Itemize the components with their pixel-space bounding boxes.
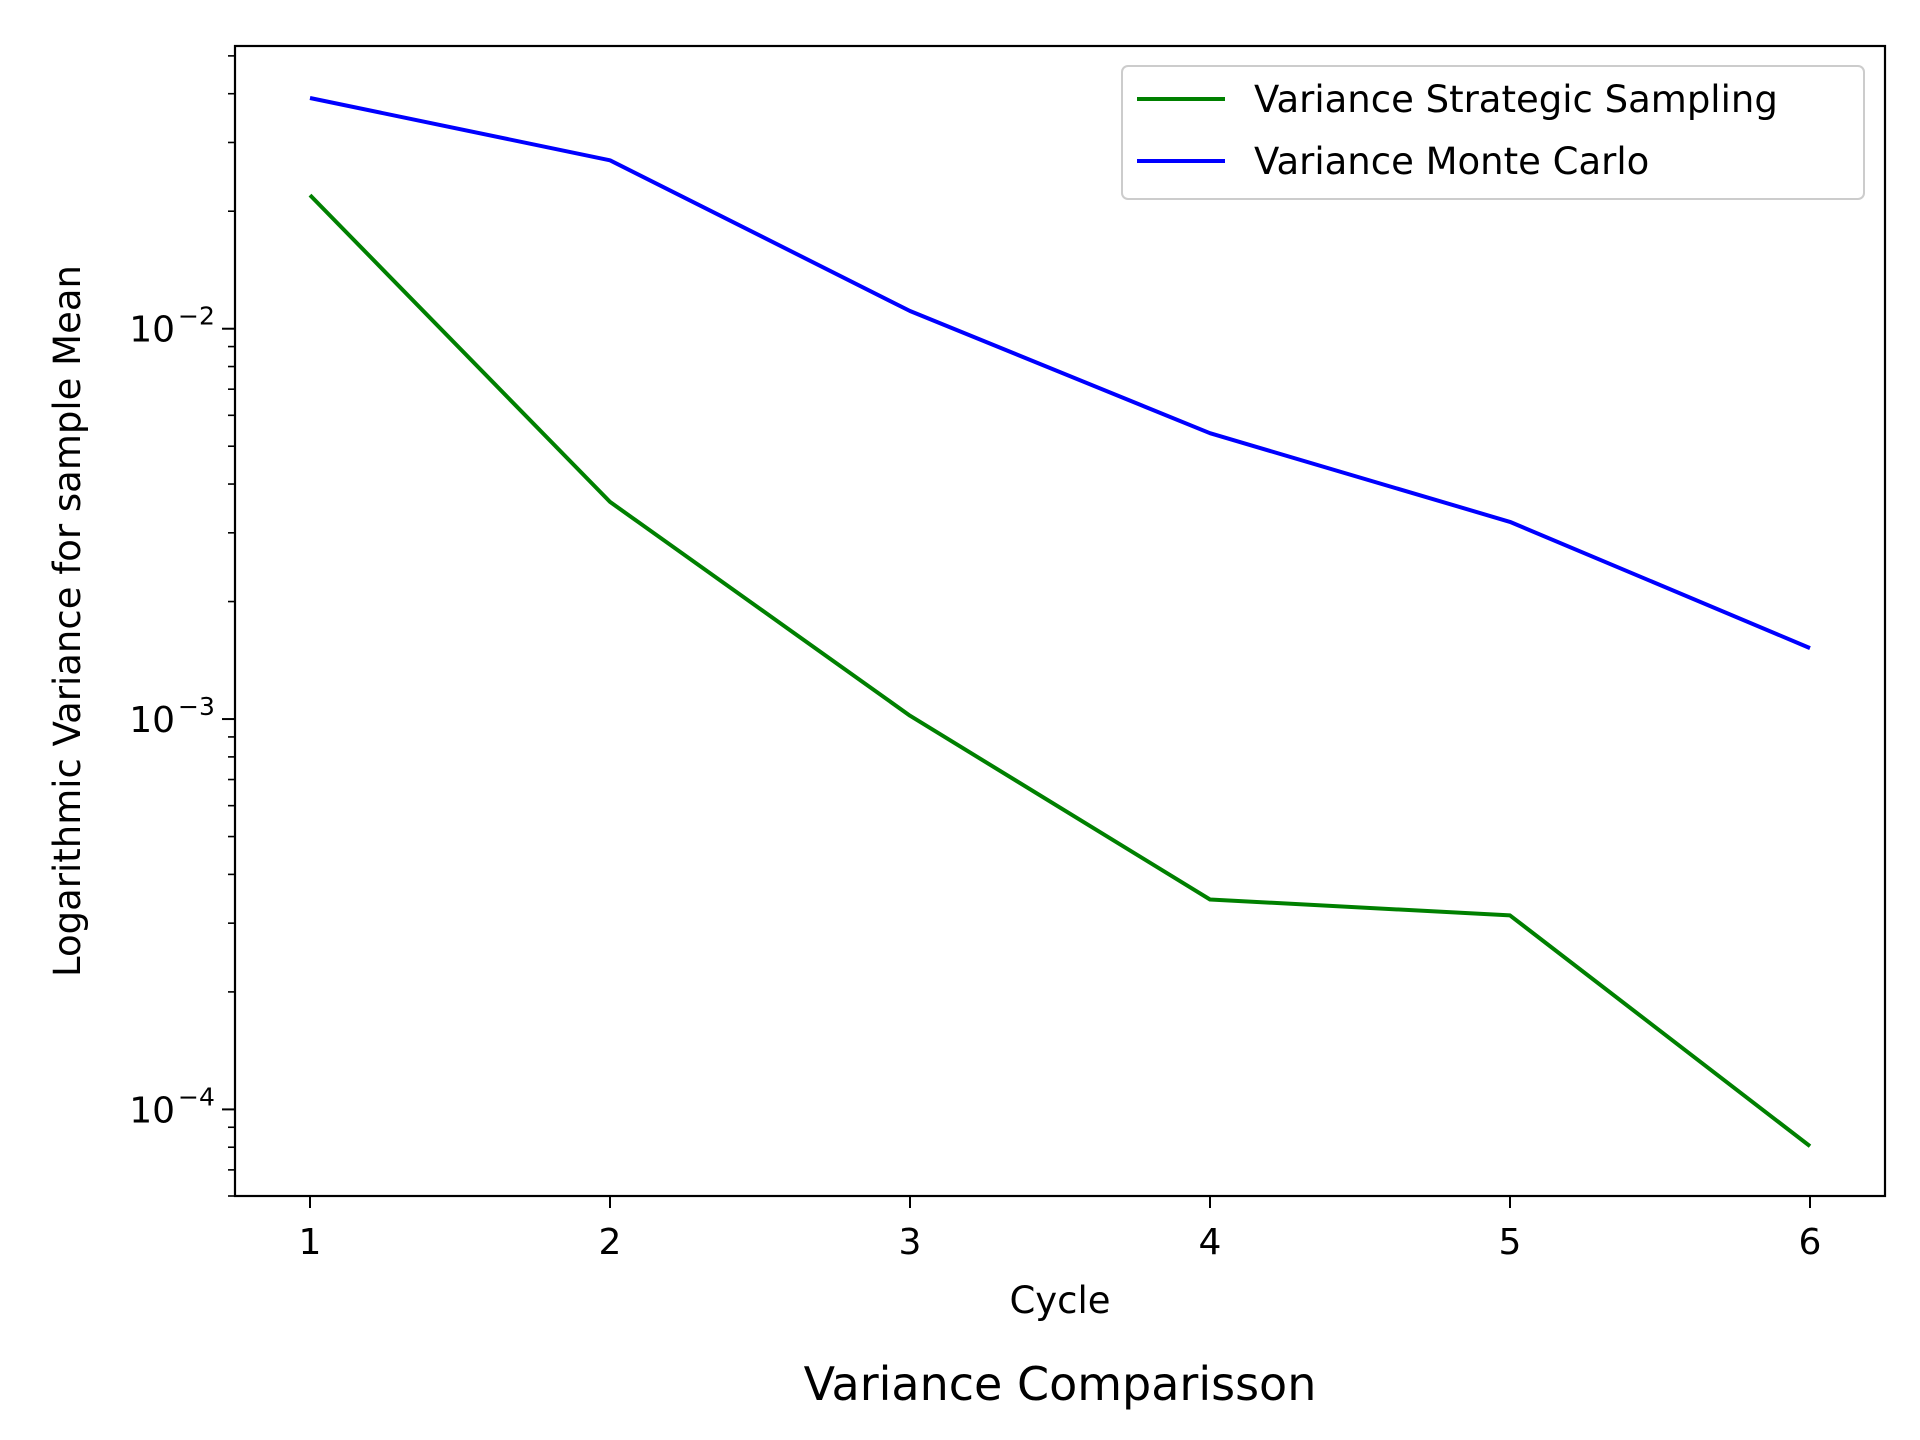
x-tick-label: 2 <box>599 1222 622 1263</box>
series-line-monte-carlo <box>309 96 1811 650</box>
y-tick-exponent: −2 <box>178 302 215 331</box>
legend-label-montecarlo: Variance Monte Carlo <box>1254 140 1649 183</box>
x-tick-label: 5 <box>1499 1222 1522 1263</box>
x-axis-label: Cycle <box>1009 1279 1110 1322</box>
x-tick-label: 6 <box>1799 1222 1822 1263</box>
y-tick-label: 10 <box>129 310 175 351</box>
x-tick-label: 3 <box>899 1222 922 1263</box>
series-line-strategic-sampling <box>308 193 1812 1148</box>
y-axis-label: Logarithmic Variance for sample Mean <box>46 265 89 977</box>
y-tick-label: 10 <box>129 700 175 741</box>
y-tick-label: 10 <box>129 1090 175 1131</box>
y-tick-exponent: −4 <box>178 1082 215 1111</box>
legend: Variance Strategic Sampling Variance Mon… <box>1121 65 1865 200</box>
legend-box <box>1121 65 1865 200</box>
x-tick-label: 1 <box>299 1222 322 1263</box>
axis-ticks: 1 2 3 4 5 610−210−310−4 <box>129 55 1822 1263</box>
chart-title: Variance Comparisson <box>804 1357 1317 1411</box>
plot-frame <box>233 44 1887 1198</box>
series-lines <box>308 96 1812 1148</box>
plot-background <box>235 46 1885 1196</box>
legend-label-strategic: Variance Strategic Sampling <box>1254 78 1778 121</box>
y-tick-exponent: −3 <box>178 692 215 721</box>
x-tick-label: 4 <box>1199 1222 1222 1263</box>
